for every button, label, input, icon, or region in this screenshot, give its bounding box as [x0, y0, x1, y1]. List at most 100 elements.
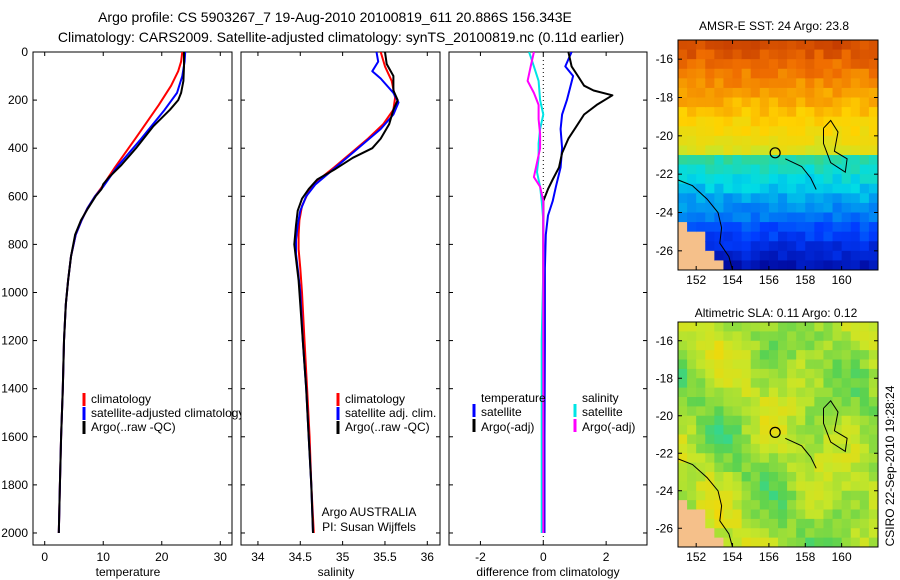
difference-series	[526, 52, 614, 533]
heatmap-cell	[814, 212, 825, 223]
heatmap-cell	[841, 126, 852, 137]
heatmap-cell	[805, 68, 815, 79]
heatmap-cell	[787, 481, 797, 492]
heatmap-cell	[732, 116, 743, 127]
heatmap-cell	[750, 49, 761, 60]
heatmap-cell	[678, 340, 688, 351]
heatmap-cell	[687, 490, 697, 501]
heatmap-cell	[723, 397, 734, 407]
heatmap-cell	[796, 359, 806, 370]
heatmap-cell	[868, 331, 878, 342]
xtick-label: 0	[540, 550, 547, 564]
heatmap-cell	[759, 415, 770, 426]
heatmap-cell	[841, 174, 852, 185]
heatmap-cell	[741, 250, 752, 262]
heatmap-cell	[678, 518, 688, 529]
heatmap-cell	[732, 528, 743, 539]
heatmap-cell	[859, 49, 870, 60]
heatmap-cell	[714, 68, 725, 79]
map-xtick-label: 154	[723, 550, 743, 564]
heatmap-cell	[850, 68, 861, 79]
xtick-label: 35	[336, 550, 350, 564]
heatmap-cell	[732, 231, 743, 242]
heatmap-cell	[759, 202, 770, 214]
heatmap-cell	[796, 331, 806, 342]
heatmap-cell	[741, 537, 752, 547]
heatmap-cell	[796, 472, 806, 482]
sst-map-frame	[677, 39, 879, 271]
heatmap-cell	[868, 260, 878, 270]
heatmap-cell	[778, 350, 788, 361]
heatmap-cell	[723, 97, 734, 108]
heatmap-cell	[732, 222, 743, 233]
heatmap-cell	[678, 509, 688, 520]
heatmap-cell	[768, 87, 779, 99]
heatmap-cell	[859, 116, 870, 127]
heatmap-cell	[868, 528, 878, 539]
heatmap-cell	[832, 193, 843, 204]
heatmap-cell	[778, 490, 788, 501]
heatmap-cell	[796, 97, 806, 108]
heatmap-cell	[759, 87, 770, 99]
heatmap-cell	[741, 331, 752, 342]
heatmap-cell	[814, 164, 825, 175]
heatmap-cell	[778, 145, 788, 156]
heatmap-cell	[759, 462, 770, 473]
heatmap-cell	[696, 164, 706, 175]
heatmap-cell	[741, 231, 752, 242]
heatmap-cell	[741, 350, 752, 361]
heatmap-cell	[705, 193, 715, 204]
heatmap-cell	[678, 453, 688, 464]
heatmap-cell	[714, 145, 725, 156]
heatmap-cell	[678, 78, 688, 89]
heatmap-cell	[850, 40, 861, 51]
heatmap-cell	[823, 350, 834, 361]
heatmap-cell	[705, 425, 715, 436]
heatmap-cell	[768, 331, 779, 342]
heatmap-cell	[750, 68, 761, 79]
heatmap-cell	[705, 49, 715, 60]
heatmap-cell	[805, 528, 815, 539]
heatmap-cell	[868, 202, 878, 214]
salinity-ticks: 34 34.5 35 35.5 36	[241, 51, 440, 564]
heatmap-cell	[714, 87, 725, 99]
heatmap-cell	[723, 68, 734, 79]
heatmap-cell	[841, 260, 852, 270]
heatmap-cell	[796, 174, 806, 185]
heatmap-cell	[723, 107, 734, 118]
heatmap-cell	[778, 155, 788, 166]
heatmap-cell	[732, 453, 743, 464]
heatmap-cell	[759, 368, 770, 379]
heatmap-cell	[705, 387, 715, 398]
heatmap-cell	[868, 78, 878, 89]
heatmap-cell	[823, 116, 834, 127]
heatmap-cell	[868, 490, 878, 501]
series-line-argo	[293, 52, 399, 534]
heatmap-cell	[841, 406, 852, 417]
heatmap-cell	[778, 202, 788, 214]
heatmap-cell	[787, 359, 797, 370]
heatmap-cell	[723, 453, 734, 464]
heatmap-cell	[859, 68, 870, 79]
heatmap-cell	[832, 241, 843, 252]
heatmap-cell	[778, 368, 788, 379]
heatmap-cell	[805, 490, 815, 501]
heatmap-cell	[850, 481, 861, 492]
heatmap-cell	[823, 425, 834, 436]
heatmap-cell	[859, 481, 870, 492]
heatmap-cell	[687, 481, 697, 492]
ytick-label: 1200	[1, 334, 28, 348]
heatmap-cell	[796, 116, 806, 127]
heatmap-cell	[678, 222, 688, 233]
heatmap-cell	[814, 126, 825, 137]
heatmap-cell	[796, 528, 806, 539]
heatmap-cell	[814, 472, 825, 482]
heatmap-cell	[832, 481, 843, 492]
heatmap-cell	[868, 340, 878, 351]
heatmap-cell	[678, 378, 688, 389]
heatmap-cell	[778, 174, 788, 185]
heatmap-cell	[759, 509, 770, 520]
heatmap-cell	[741, 406, 752, 417]
heatmap-cell	[696, 202, 706, 214]
heatmap-cell	[787, 68, 797, 79]
